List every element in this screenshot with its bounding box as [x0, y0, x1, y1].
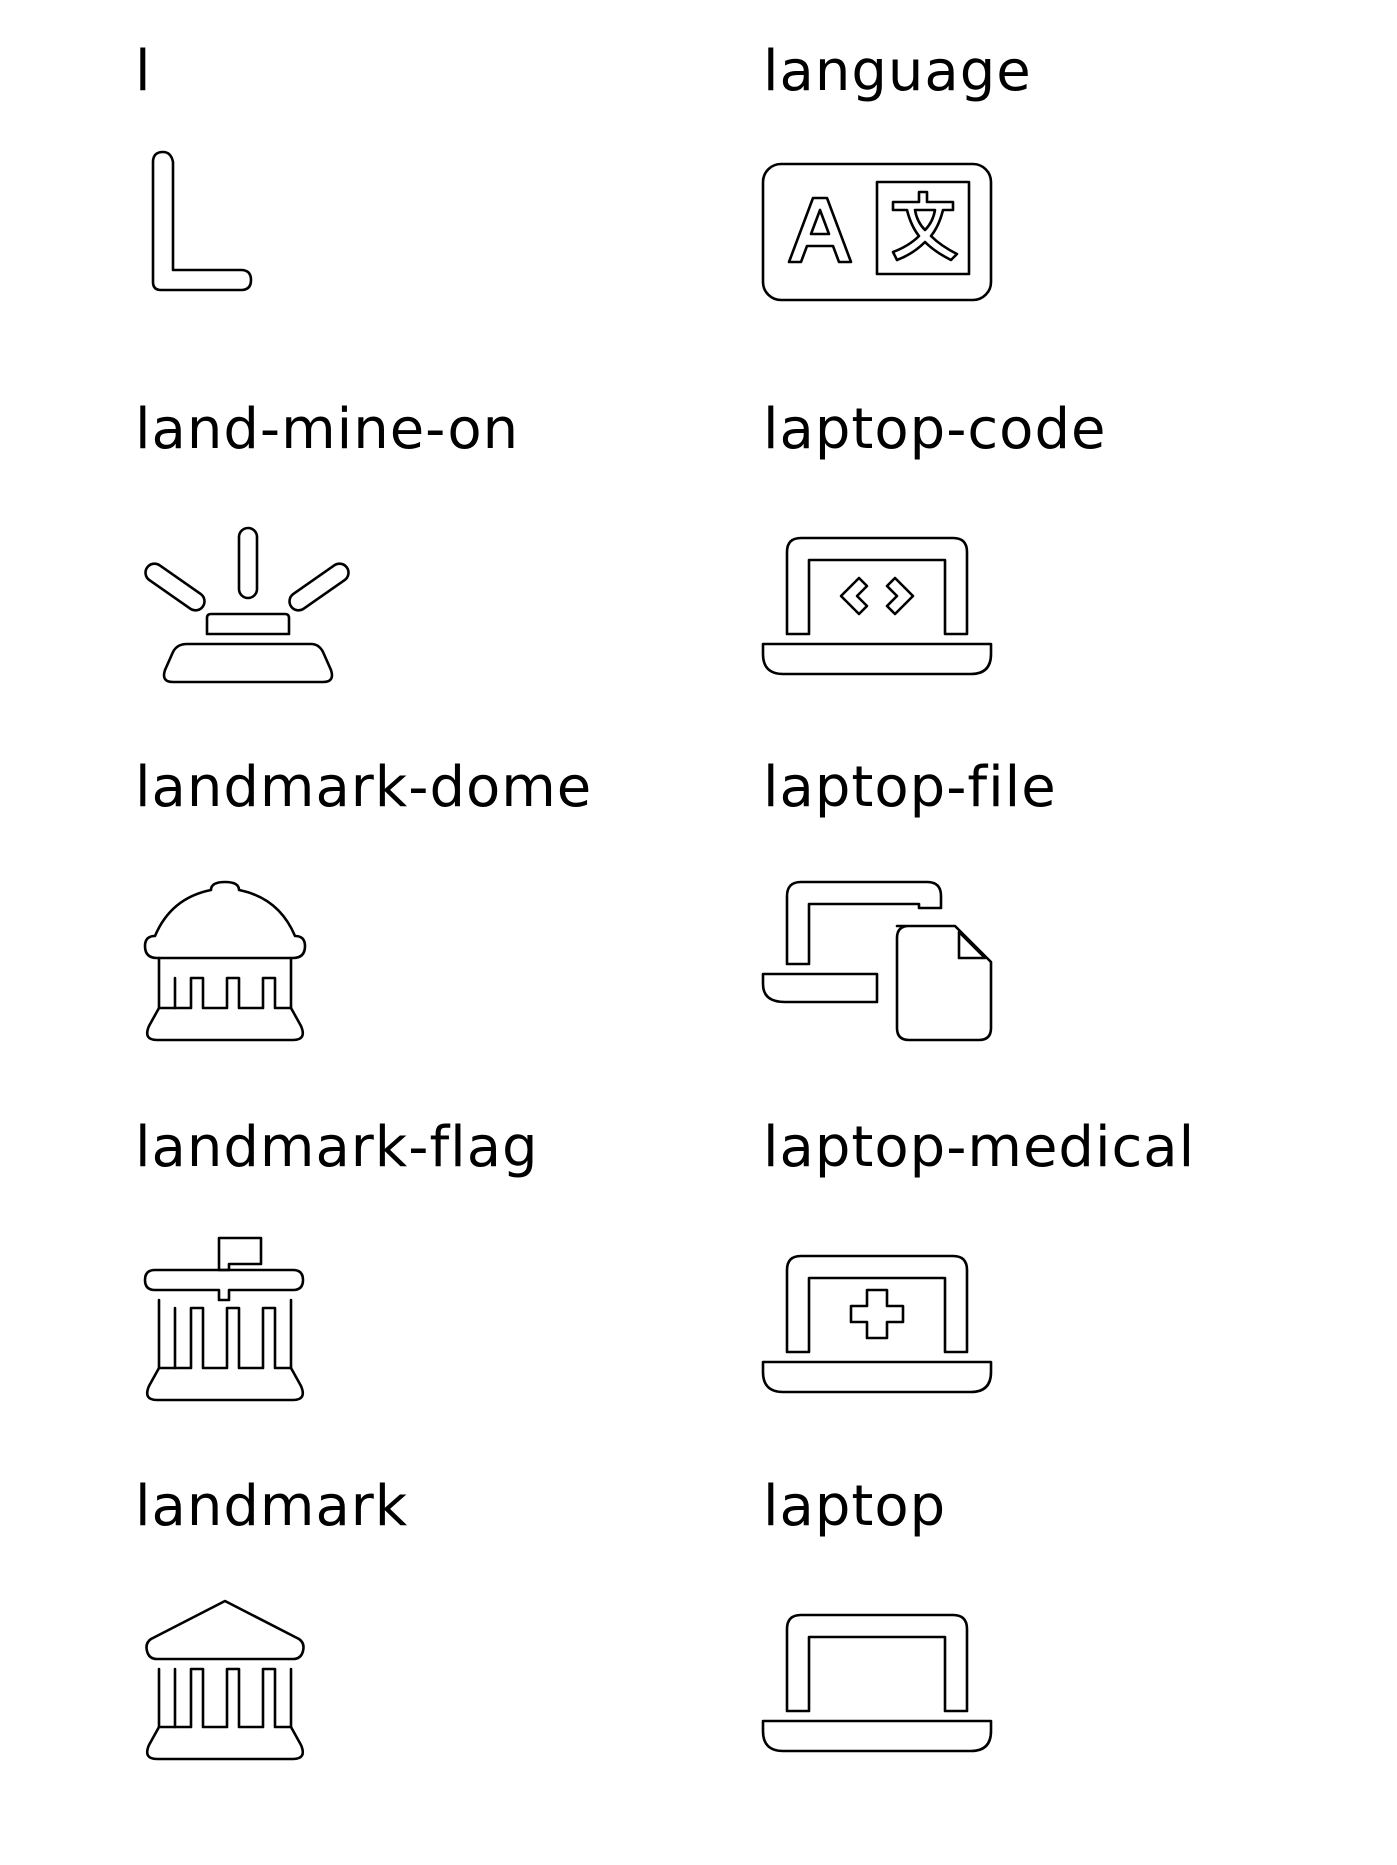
icon-tile-l: l: [135, 20, 755, 360]
laptop-code-icon: [761, 508, 1023, 708]
laptop-icon: [761, 1585, 1023, 1785]
landmark-dome-icon: [135, 866, 395, 1066]
icon-tile-laptop-file: laptop-file: [761, 736, 1383, 1076]
landmark-flag-icon: [135, 1226, 395, 1426]
icon-label: landmark-flag: [135, 1115, 539, 1180]
landmark-icon: [135, 1585, 395, 1785]
laptop-file-icon: [761, 866, 1023, 1066]
icon-tile-landmark-flag: landmark-flag: [135, 1096, 755, 1436]
icon-tile-laptop-code: laptop-code: [761, 378, 1383, 718]
icon-label: landmark-dome: [135, 755, 593, 820]
letter-l-icon: [135, 150, 395, 350]
icon-label: l: [135, 39, 152, 104]
icon-label: laptop: [763, 1474, 947, 1539]
land-mine-on-icon: [135, 508, 395, 708]
icon-tile-landmark-dome: landmark-dome: [135, 736, 755, 1076]
icon-label: language: [763, 39, 1032, 104]
language-icon: [761, 150, 1023, 350]
icon-tile-land-mine-on: land-mine-on: [135, 378, 755, 718]
icon-tile-language: language: [761, 20, 1383, 360]
icon-label: laptop-file: [763, 755, 1057, 820]
icon-label: land-mine-on: [135, 397, 520, 462]
laptop-medical-icon: [761, 1226, 1023, 1426]
icon-label: landmark: [135, 1474, 409, 1539]
icon-label: laptop-medical: [763, 1115, 1196, 1180]
icon-label: laptop-code: [763, 397, 1107, 462]
icon-tile-landmark: landmark: [135, 1455, 755, 1795]
icon-tile-laptop: laptop: [761, 1455, 1383, 1795]
icon-tile-laptop-medical: laptop-medical: [761, 1096, 1383, 1436]
